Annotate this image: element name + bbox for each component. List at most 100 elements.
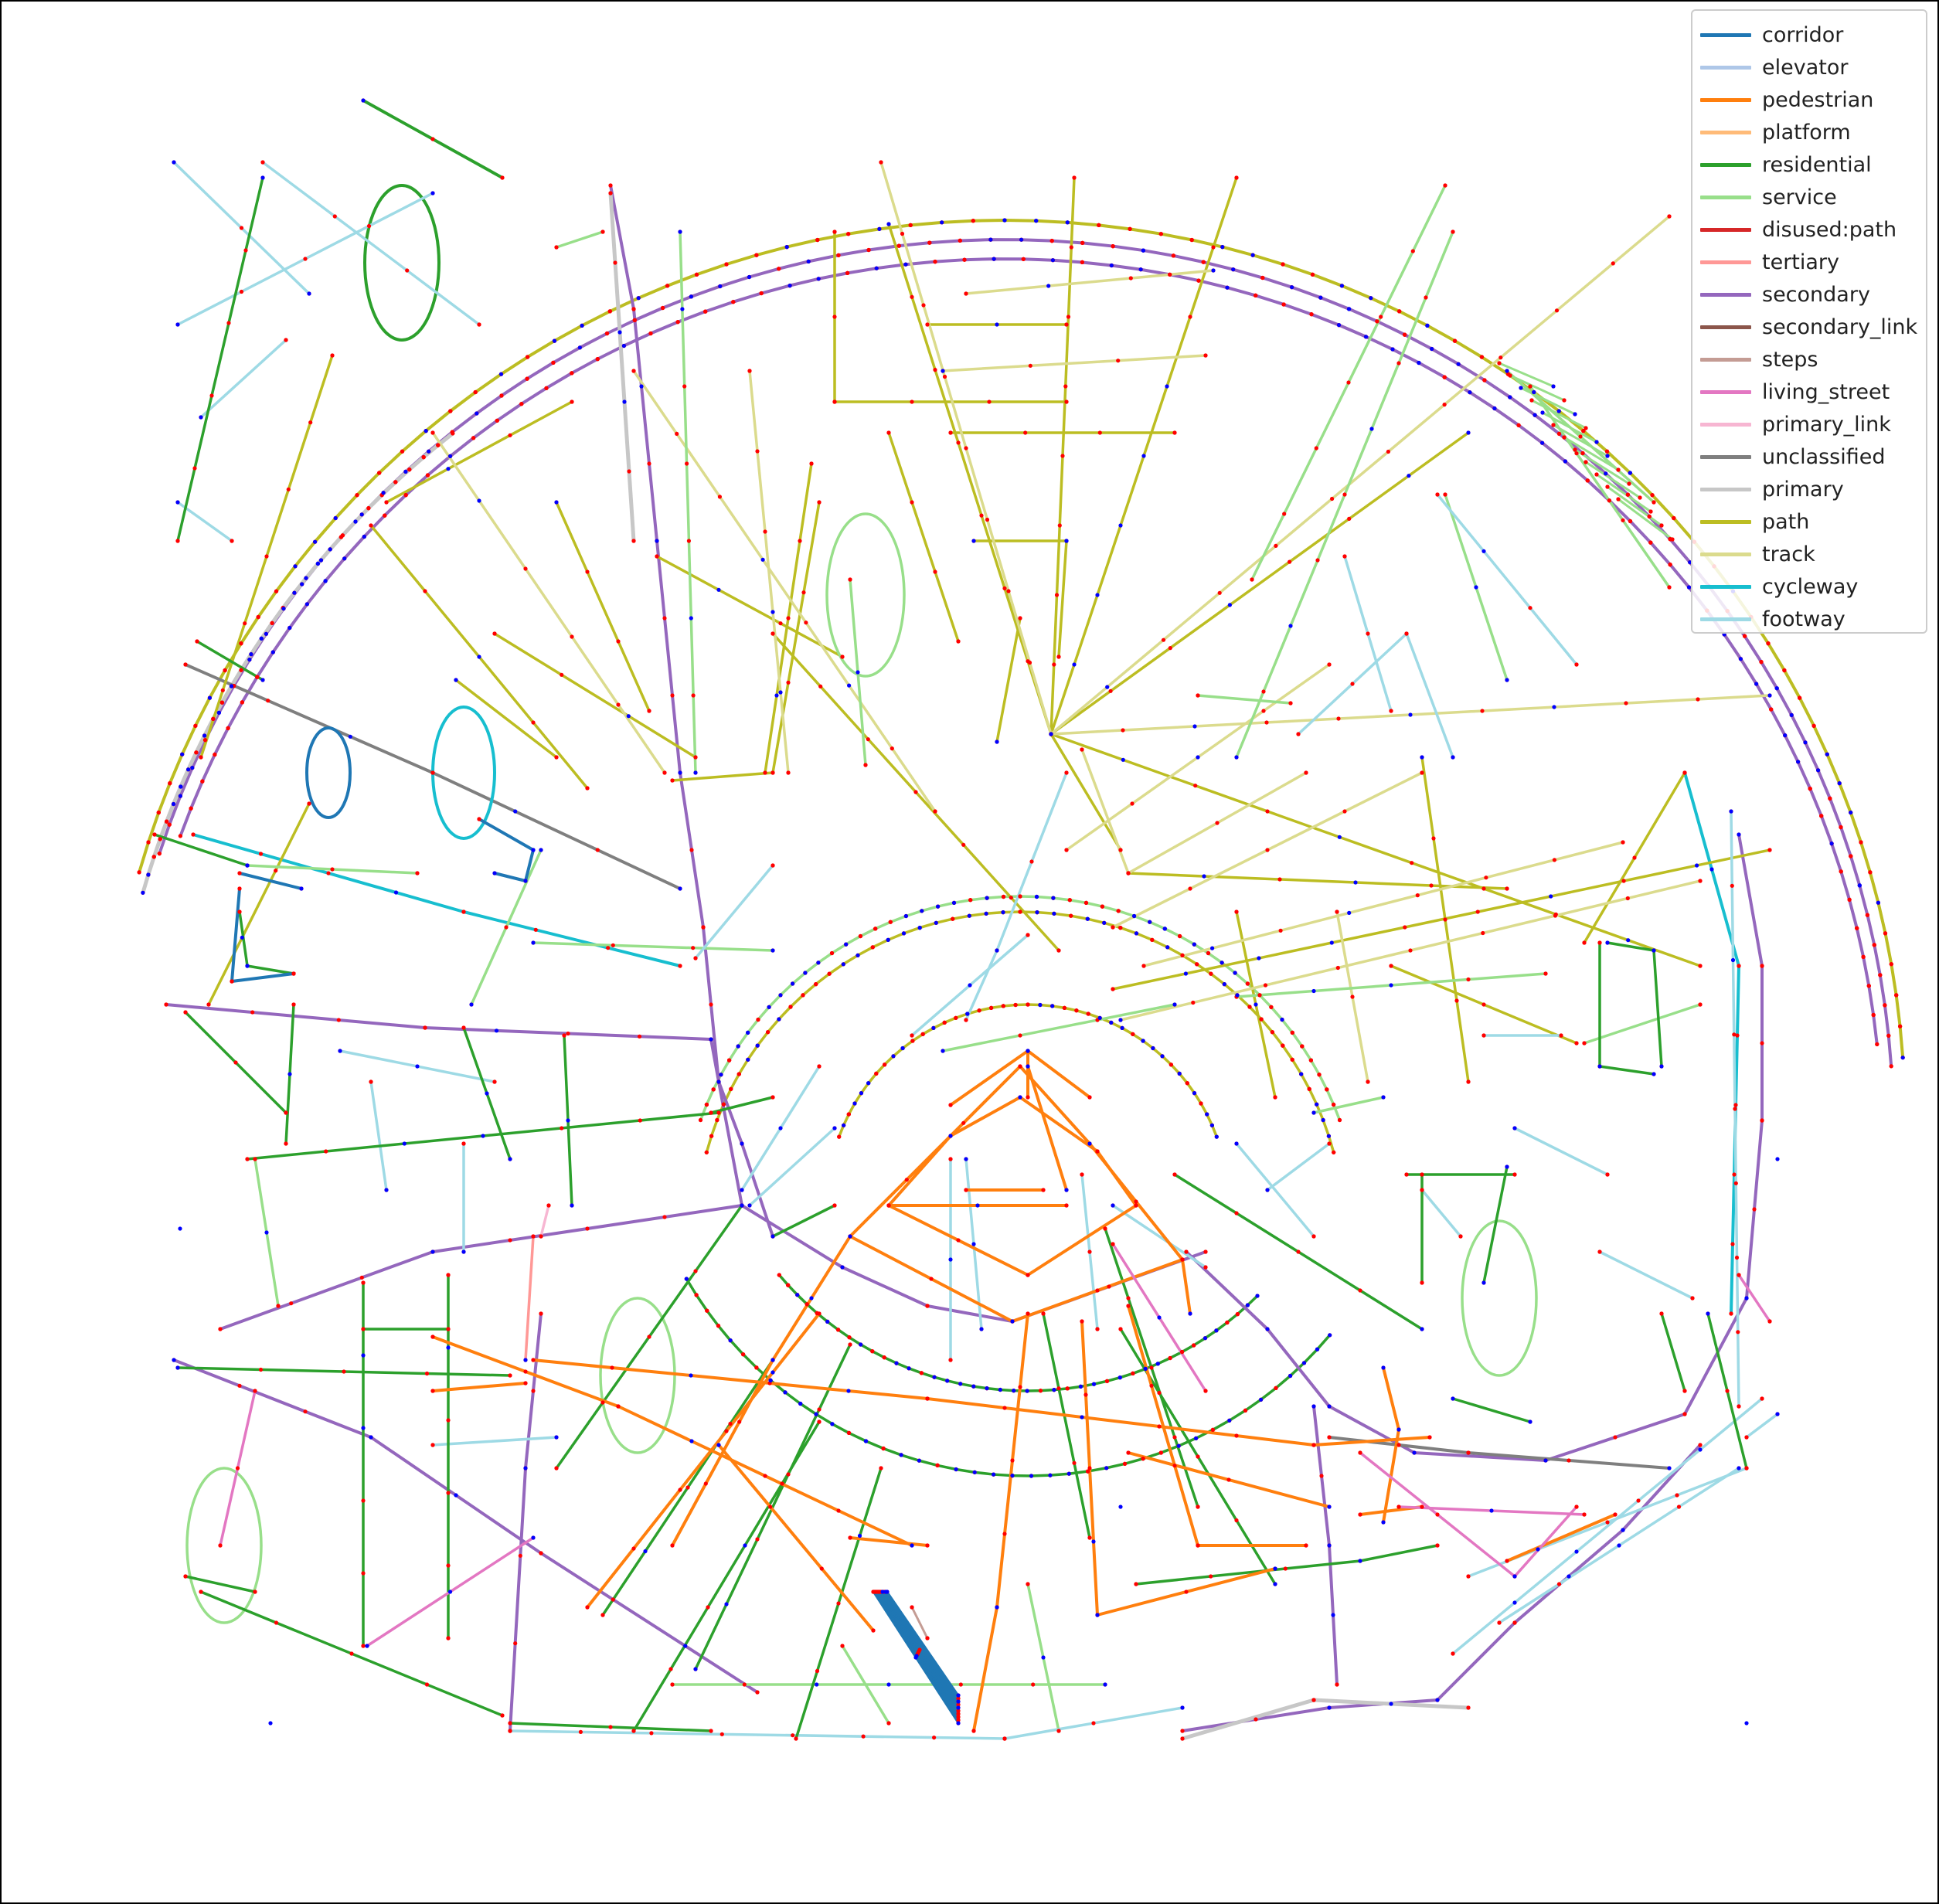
junction-node (742, 1682, 747, 1687)
junction-node (920, 1032, 925, 1036)
junction-node (270, 620, 274, 625)
junction-node (763, 529, 767, 534)
junction-node (430, 137, 435, 141)
junction-node (661, 305, 665, 311)
junction-node (832, 400, 837, 404)
junction-node (340, 533, 345, 538)
junction-node (1192, 1343, 1196, 1348)
path-way (555, 501, 651, 712)
junction-node (523, 1381, 528, 1386)
endpoint-node (287, 1072, 292, 1076)
endpoint-node (936, 904, 941, 909)
endpoint-node (778, 993, 783, 998)
junction-node (694, 1293, 699, 1297)
junction-node (1091, 1721, 1096, 1726)
junction-node (1580, 450, 1585, 456)
endpoint-node (985, 1386, 989, 1391)
endpoint-node (1257, 956, 1261, 960)
endpoint-node (643, 1549, 648, 1554)
junction-node (956, 639, 961, 644)
endpoint-node (716, 1080, 721, 1084)
endpoint-node (964, 1157, 968, 1161)
junction-node (600, 1400, 605, 1405)
junction-node (423, 589, 427, 593)
endpoint-node (956, 1699, 961, 1704)
junction-node (1605, 1520, 1610, 1525)
junction-node (1134, 1203, 1138, 1208)
junction-node (1744, 1435, 1749, 1440)
junction-node (1865, 913, 1869, 917)
endpoint-node (1803, 740, 1808, 745)
junction-node (1010, 1458, 1015, 1463)
junction-node (200, 779, 205, 784)
junction-node (1574, 451, 1579, 456)
junction-node (1290, 1057, 1294, 1062)
junction-node (1648, 540, 1653, 545)
junction-node (1056, 1386, 1061, 1391)
endpoint-node (1103, 1682, 1107, 1687)
endpoint-node (1698, 1447, 1703, 1452)
junction-node (218, 1327, 223, 1331)
junction-node (604, 331, 610, 336)
service-way (555, 230, 604, 249)
endpoint-node (1205, 1112, 1209, 1117)
junction-node (848, 1342, 852, 1347)
junction-node (1086, 1469, 1090, 1474)
junction-node (786, 1283, 791, 1287)
legend-swatch (1700, 293, 1751, 297)
junction-node (1454, 998, 1459, 1003)
endpoint-node (454, 678, 458, 682)
junction-node (1065, 1386, 1070, 1391)
junction-node (1254, 1717, 1258, 1722)
endpoint-node (1196, 755, 1200, 760)
junction-node (1100, 904, 1104, 909)
junction-node (1585, 478, 1590, 483)
endpoint-node (1209, 1123, 1214, 1127)
legend-label: secondary (1762, 283, 1870, 307)
legend-item-service: service (1692, 181, 1926, 213)
junction-node (539, 1551, 543, 1556)
junction-node (818, 684, 823, 688)
junction-node (814, 982, 818, 987)
endpoint-node (172, 160, 176, 165)
endpoint-node (1231, 267, 1236, 272)
primary-way (1180, 1698, 1471, 1741)
legend-label: primary (1762, 478, 1844, 502)
junction-node (1847, 897, 1852, 902)
junction-node (423, 1025, 427, 1030)
junction-node (195, 639, 199, 644)
service-way (1584, 461, 1641, 499)
junction-node (230, 539, 234, 543)
path-way (1049, 733, 1702, 967)
legend-label: elevator (1762, 56, 1849, 80)
endpoint-node (832, 1126, 837, 1130)
junction-node (274, 1620, 279, 1625)
endpoint-node (1034, 894, 1039, 899)
endpoint-node (1508, 395, 1512, 400)
junction-node (801, 993, 805, 998)
junction-node (500, 1713, 505, 1718)
service-way (1530, 399, 1587, 430)
junction-node (956, 1712, 961, 1716)
path-way (493, 632, 697, 759)
endpoint-node (369, 1435, 373, 1440)
endpoint-node (825, 1319, 830, 1324)
junction-node (777, 267, 781, 271)
endpoint-node (1837, 781, 1842, 786)
junction-node (539, 1234, 543, 1239)
endpoint-node (477, 498, 481, 503)
endpoint-node (523, 1466, 528, 1470)
endpoint-node (1512, 1126, 1517, 1130)
endpoint-node (264, 631, 268, 636)
endpoint-node (941, 1049, 945, 1053)
junction-node (1172, 1435, 1177, 1440)
endpoint-node (178, 1226, 182, 1231)
junction-node (237, 871, 242, 876)
junction-node (1332, 1102, 1336, 1107)
junction-node (199, 1590, 203, 1594)
junction-node (1026, 1095, 1030, 1100)
junction-node (1675, 1493, 1679, 1498)
junction-node (675, 431, 679, 437)
junction-node (1064, 848, 1069, 852)
endpoint-node (1567, 1574, 1571, 1579)
